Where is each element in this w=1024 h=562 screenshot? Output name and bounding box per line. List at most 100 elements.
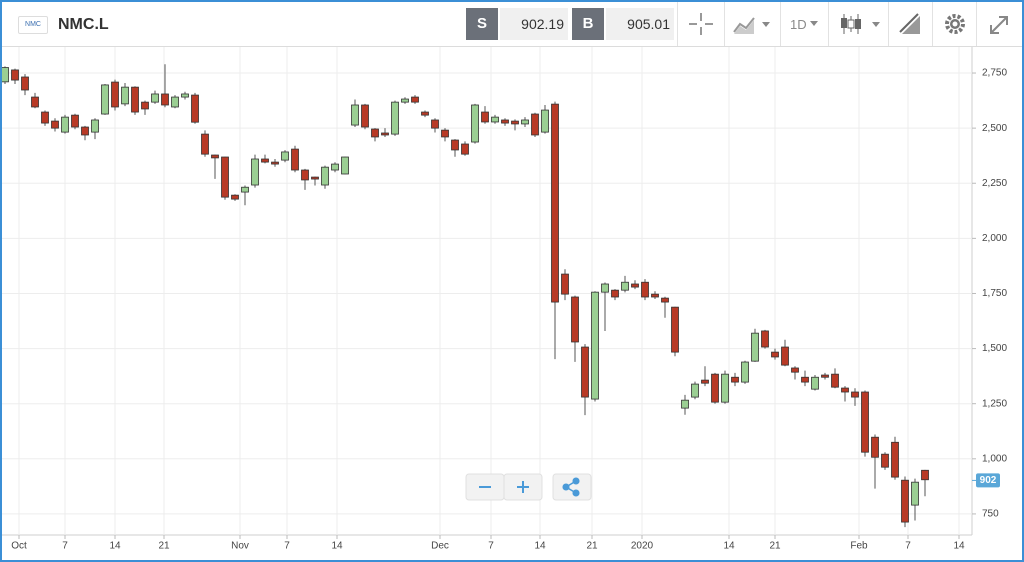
candle-body <box>31 96 39 108</box>
x-tick-label: 14 <box>534 541 546 552</box>
candle-body <box>661 297 669 303</box>
separator <box>888 2 889 46</box>
zoom-controls <box>465 473 592 501</box>
candle-body <box>531 113 539 136</box>
candle-body <box>821 374 829 378</box>
buy-price: 905.01 <box>606 8 674 40</box>
candle-body <box>41 111 49 124</box>
candle-body <box>201 133 209 155</box>
dropdown-arrow <box>810 21 818 26</box>
x-tick-label: 21 <box>586 541 598 552</box>
x-tick-label: Nov <box>231 541 249 552</box>
share-button[interactable] <box>552 473 592 501</box>
candle-body <box>161 93 169 106</box>
candle-body <box>431 119 439 129</box>
candle-body <box>91 119 99 133</box>
separator <box>724 2 725 46</box>
candle-body <box>681 399 689 409</box>
candle-body <box>501 119 509 124</box>
candle-body <box>481 111 489 123</box>
candle-body <box>291 148 299 171</box>
y-tick-label: 1,000 <box>982 453 1007 464</box>
candle-body <box>871 436 879 458</box>
candle-body <box>221 156 229 198</box>
candle-body <box>251 158 259 186</box>
last-price-tag <box>976 473 1000 488</box>
candle-body <box>101 84 109 115</box>
candle-body <box>831 373 839 388</box>
candle-body <box>401 98 409 103</box>
candle-body <box>111 81 119 108</box>
candle-body <box>891 441 899 478</box>
interval-button[interactable]: 1D <box>790 17 807 32</box>
candle-body <box>21 76 29 91</box>
candle-body <box>491 116 499 123</box>
candle-body <box>231 194 239 200</box>
separator <box>677 2 678 46</box>
candle-body <box>551 103 559 303</box>
chart: 750 1,000 1,250 1,500 1,750 2,000 2,250 2,500 2,… <box>2 47 1007 552</box>
x-tick-label: 14 <box>109 541 121 552</box>
y-tick-label: 1,750 <box>982 288 1007 299</box>
candle-body <box>581 346 589 398</box>
candle-body <box>561 273 569 295</box>
candle-body <box>691 383 699 398</box>
candle-body <box>181 93 189 98</box>
candle-body <box>851 391 859 398</box>
candle-body <box>311 176 319 180</box>
candle-body <box>321 166 329 186</box>
indicator-button[interactable] <box>838 8 886 40</box>
candles <box>2 64 929 528</box>
y-tick-label: 1,250 <box>982 398 1007 409</box>
sell-button[interactable]: S <box>466 8 498 40</box>
candle-body <box>611 289 619 298</box>
candle-body <box>701 379 709 384</box>
candle-body <box>151 93 159 103</box>
y-tick-label: 2,000 <box>982 233 1007 244</box>
draw-button[interactable] <box>896 8 926 40</box>
x-tick-label: 7 <box>488 541 494 552</box>
y-tick-label: 2,750 <box>982 68 1007 79</box>
settings-button[interactable] <box>940 8 970 40</box>
x-tick-label: 21 <box>769 541 781 552</box>
candle-body <box>911 481 919 506</box>
candle-body <box>331 163 339 171</box>
candle-body <box>881 453 889 468</box>
candle-body <box>861 391 869 453</box>
candle-body <box>81 126 89 136</box>
chart-type-button[interactable] <box>730 8 774 40</box>
candle-body <box>711 373 719 403</box>
crosshair-button[interactable] <box>684 8 718 40</box>
candle-body <box>791 367 799 373</box>
candle-body <box>391 101 399 135</box>
header: NMC NMC.L S 902.19 B 905.01 1D <box>2 2 1022 47</box>
candle-body <box>241 186 249 193</box>
candle-body <box>571 296 579 343</box>
separator <box>932 2 933 46</box>
last-price-label: 902 <box>980 475 997 486</box>
candle-body <box>371 128 379 138</box>
x-tick-label: 7 <box>62 541 68 552</box>
candle-body <box>131 86 139 113</box>
candle-body <box>731 376 739 383</box>
candle-body <box>271 161 279 165</box>
candle-body <box>421 111 429 116</box>
candle-body <box>11 69 19 81</box>
candle-body <box>351 104 359 126</box>
candle-body <box>921 469 929 481</box>
x-tick-label: 7 <box>905 541 911 552</box>
candle-body <box>811 376 819 390</box>
buy-button[interactable]: B <box>572 8 604 40</box>
candle-body <box>741 361 749 383</box>
candle-body <box>381 132 389 136</box>
candle-body <box>141 101 149 110</box>
candle-body <box>801 376 809 383</box>
x-tick-label: 21 <box>158 541 170 552</box>
fullscreen-button[interactable] <box>984 8 1014 40</box>
candle-body <box>541 109 549 133</box>
candle-body <box>2 67 9 83</box>
logo: NMC <box>18 16 48 34</box>
candle-body <box>361 104 369 128</box>
candle-body <box>261 158 269 163</box>
